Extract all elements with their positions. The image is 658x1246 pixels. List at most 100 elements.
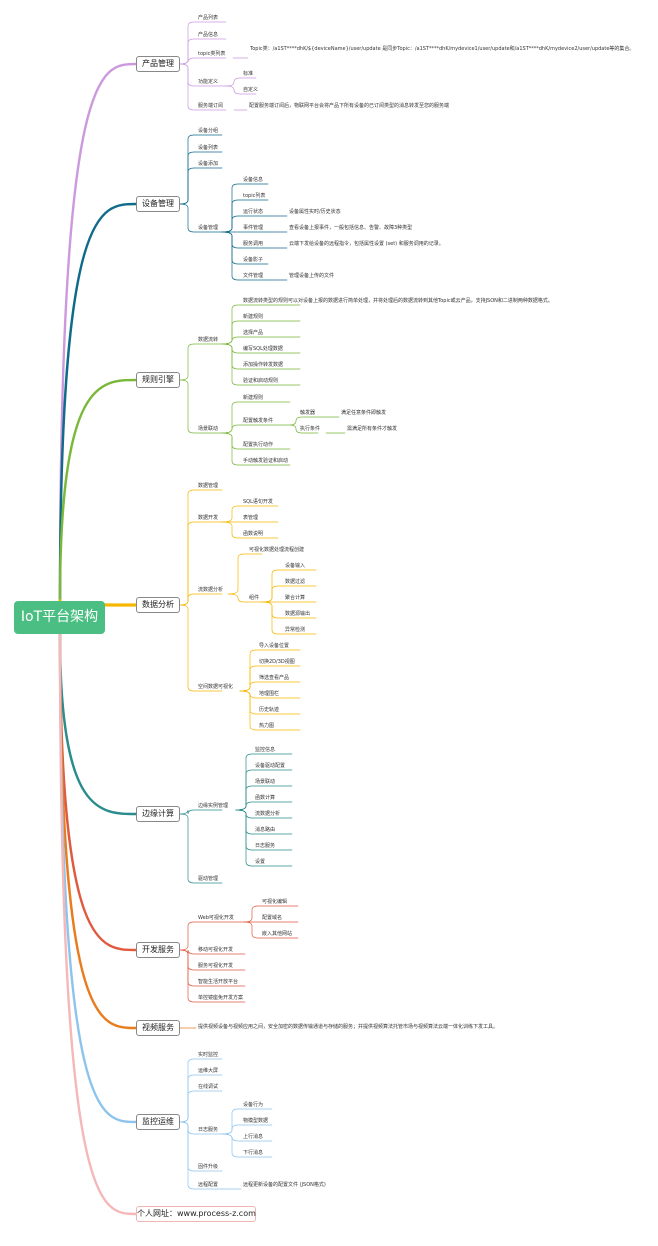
function-connector	[225, 85, 257, 95]
spatial-connector	[239, 681, 301, 692]
component-item: 设备输入	[285, 563, 306, 569]
monitor-connector	[179, 1090, 223, 1123]
dev-item: 服务可视化开发	[198, 963, 234, 969]
edge-item: 边缘实例管理	[198, 803, 229, 809]
product-connector	[179, 57, 227, 65]
component-item: 异常检测	[285, 627, 306, 633]
monitor-item: 实时监控	[198, 1052, 219, 1058]
device-manage-connector	[221, 231, 269, 281]
rules-connector	[179, 379, 223, 434]
edge-instance-item: 流数据分析	[255, 811, 281, 817]
device-manage-item: 服务调用	[243, 241, 264, 247]
service-description: 云端下发给设备的远程指令，包括属性设置 (set) 和服务调用的记录。	[289, 241, 444, 247]
rules-item: 数据流转	[198, 337, 219, 343]
component-connector	[261, 585, 317, 603]
branch-dev[interactable]: 开发服务	[136, 942, 180, 958]
log-service-item: 物模型数据	[243, 1118, 269, 1124]
analytics-item: 空间数据可视化	[198, 684, 234, 690]
device-manage-item: topic列表	[243, 193, 266, 199]
edge-instance-item: 场景联动	[255, 779, 276, 785]
analytics-item: 流数据分析	[198, 587, 224, 593]
flow-connector	[221, 343, 301, 386]
flow-item: 数据流转类型的规则可以对设备上报的数据进行简单处理，并将处理后的数据流转到其他T…	[243, 298, 553, 304]
analytics-item: 数据管理	[198, 483, 219, 489]
web-dev-connector	[243, 921, 299, 939]
branch-connector	[58, 62, 138, 603]
function-item: 自定义	[243, 87, 259, 93]
monitor-item: 日志服务	[198, 1127, 219, 1133]
branch-connector	[58, 632, 138, 816]
exec-description: 需满足所有条件才触发	[347, 426, 398, 432]
flow-item: 选择产品	[243, 330, 264, 336]
flow-connector	[221, 336, 301, 345]
branch-analytics[interactable]: 数据分析	[136, 597, 180, 613]
device-item: 设备添加	[198, 161, 219, 167]
edge-instance-connector	[235, 801, 293, 811]
scene-connector	[221, 432, 291, 466]
monitor-item: 在线调试	[198, 1084, 219, 1090]
web-dev-connector	[243, 905, 299, 923]
spatial-item: 切换2D/3D视图	[259, 659, 295, 665]
component-item: 数据源输出	[285, 611, 311, 617]
product-connector	[179, 63, 227, 111]
product-item: 服务端订阅	[198, 103, 224, 109]
product-item: 产品信息	[198, 32, 219, 38]
subscribe-description: 配置服务端订阅后，物联网平台会将产品下所有设备的已订阅类型的消息转发至您的服务端	[249, 103, 450, 109]
topic-description: Topic类：/a1ST****dhK/${deviceName}/user/u…	[250, 46, 635, 52]
log-service-item: 下行消息	[243, 1150, 264, 1156]
device-manage-item: 文件管理	[243, 273, 264, 279]
device-item: 设备分组	[198, 128, 219, 134]
edge-connector	[179, 813, 223, 884]
spatial-item: 地理围栏	[259, 691, 280, 697]
device-item: 设备管理	[198, 225, 219, 231]
branch-product[interactable]: 产品管理	[136, 56, 180, 72]
branch-monitor[interactable]: 监控运维	[136, 1114, 180, 1130]
device-manage-item: 设备影子	[243, 257, 264, 263]
monitor-connector	[179, 1121, 223, 1190]
component-item: 聚合计算	[285, 595, 306, 601]
scene-item: 新建规则	[243, 395, 264, 401]
branch-connector	[58, 378, 138, 603]
stream-item: 组件	[249, 595, 260, 601]
branch-rules[interactable]: 规则引擎	[136, 372, 180, 388]
stream-connector	[227, 553, 263, 595]
dev-item: 单控镜座免开发方案	[198, 995, 244, 1001]
scene-item: 手动触发验证和启动	[243, 458, 289, 464]
monitor-item: 远程配置	[198, 1182, 219, 1188]
file-description: 管理设备上传的文件	[289, 273, 335, 279]
device-manage-item: 事件管理	[243, 225, 264, 231]
function-item: 标准	[243, 71, 254, 77]
web-dev-item: 嵌入其他网站	[262, 931, 293, 937]
dev-item: 智能生活开放平台	[198, 979, 239, 985]
edge-connector	[179, 809, 223, 815]
analytics-connector	[179, 593, 223, 606]
edge-instance-item: 设置	[255, 859, 266, 865]
device-connector	[179, 203, 223, 233]
branch-connector	[58, 632, 138, 1216]
scene-connector	[221, 424, 291, 434]
monitor-item: 运维大屏	[198, 1068, 219, 1074]
component-item: 数据过滤	[285, 579, 306, 585]
scene-item: 配置执行动作	[243, 442, 274, 448]
website-link[interactable]: 个人网址：www.process-z.com	[136, 1206, 256, 1222]
data-dev-item: 表管理	[243, 515, 259, 521]
web-dev-item: 可视化编辑	[262, 899, 288, 905]
device-manage-connector	[221, 215, 269, 233]
spatial-item: 筛选查看产品	[259, 675, 290, 681]
branch-video[interactable]: 视频服务	[136, 1020, 180, 1036]
product-item: 产品列表	[198, 15, 219, 21]
log-service-item: 上行消息	[243, 1134, 264, 1140]
branch-edge[interactable]: 边缘计算	[136, 806, 180, 822]
log-connector	[221, 1133, 273, 1158]
spatial-item: 热力图	[259, 723, 275, 729]
flow-item: 编写SQL处理数据	[243, 346, 283, 352]
edge-instance-item: 设备驱动配置	[255, 763, 286, 769]
video-description: 提供视频设备与视频应用之间，安全加密的数据传输通道与存储的服务；并提供视频算法托…	[198, 1024, 499, 1030]
device-manage-item: 运行状态	[243, 209, 264, 215]
rules-item: 场景联动	[198, 426, 219, 432]
branch-device[interactable]: 设备管理	[136, 196, 180, 212]
root-node[interactable]: IoT平台架构	[14, 601, 105, 634]
trigger-item: 执行条件	[300, 426, 321, 432]
analytics-item: 数据开发	[198, 515, 219, 521]
